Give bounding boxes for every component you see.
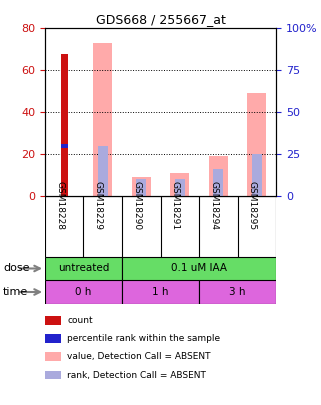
Text: dose: dose	[3, 264, 30, 273]
Text: count: count	[67, 316, 93, 325]
Text: 1 h: 1 h	[152, 287, 169, 297]
Title: GDS668 / 255667_at: GDS668 / 255667_at	[96, 13, 225, 26]
Text: untreated: untreated	[58, 264, 109, 273]
Text: 0 h: 0 h	[75, 287, 92, 297]
Bar	[136, 179, 146, 196]
Text: GSM18295: GSM18295	[248, 181, 257, 230]
Bar	[132, 177, 151, 196]
Text: 0.1 uM IAA: 0.1 uM IAA	[171, 264, 227, 273]
Bar	[122, 257, 276, 280]
Bar	[93, 43, 112, 196]
Text: GSM18229: GSM18229	[94, 181, 103, 230]
Bar	[122, 280, 199, 304]
Bar	[252, 154, 262, 196]
Bar	[209, 156, 228, 196]
Text: GSM18290: GSM18290	[132, 181, 141, 230]
Bar	[45, 280, 122, 304]
Text: 3 h: 3 h	[229, 287, 246, 297]
Text: rank, Detection Call = ABSENT: rank, Detection Call = ABSENT	[67, 371, 206, 379]
Text: GSM18228: GSM18228	[55, 181, 64, 230]
Bar	[170, 173, 189, 196]
Bar	[199, 280, 276, 304]
Bar	[213, 169, 223, 196]
Text: time: time	[3, 287, 29, 297]
Bar	[61, 144, 67, 148]
Text: GSM18291: GSM18291	[171, 181, 180, 230]
Text: percentile rank within the sample: percentile rank within the sample	[67, 334, 221, 343]
Text: value, Detection Call = ABSENT: value, Detection Call = ABSENT	[67, 352, 211, 361]
Bar	[247, 94, 266, 196]
Bar	[98, 146, 108, 196]
Bar	[175, 179, 185, 196]
Bar	[45, 257, 122, 280]
Text: GSM18294: GSM18294	[209, 181, 218, 230]
Bar	[61, 53, 67, 196]
